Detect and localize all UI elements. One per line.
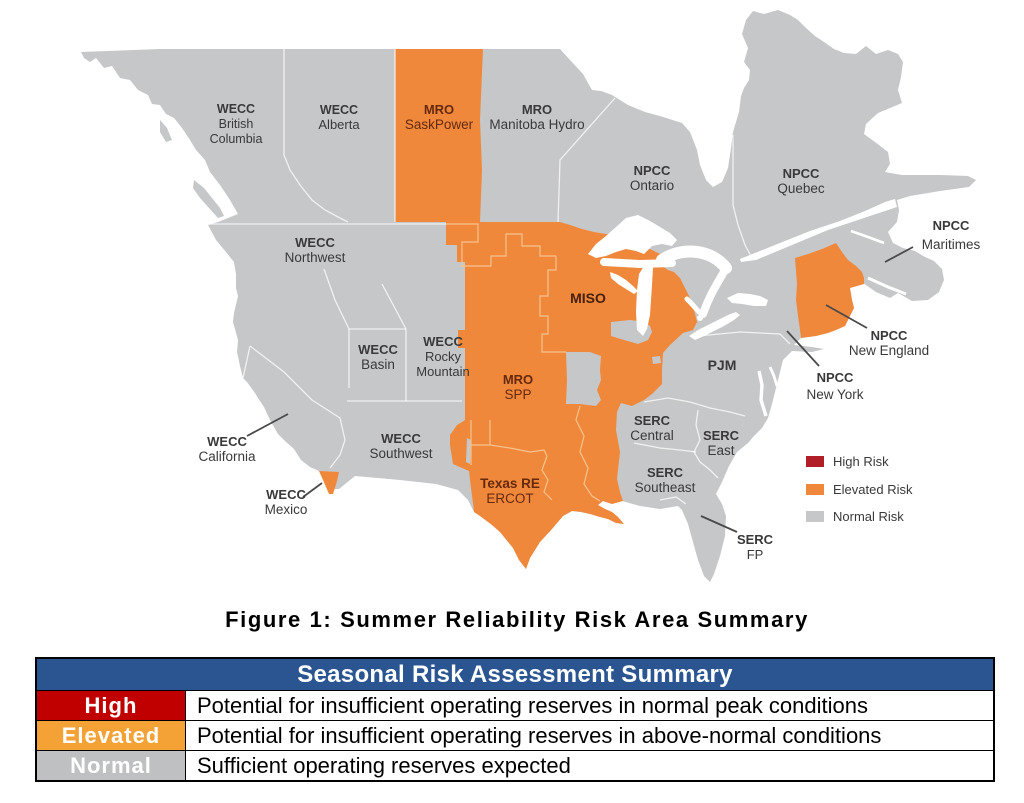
svg-text:MISO: MISO bbox=[570, 290, 606, 306]
svg-text:Normal Risk: Normal Risk bbox=[833, 509, 904, 524]
svg-text:High Risk: High Risk bbox=[833, 454, 889, 469]
svg-text:PJM: PJM bbox=[708, 357, 737, 373]
svg-text:Elevated Risk: Elevated Risk bbox=[833, 482, 913, 497]
